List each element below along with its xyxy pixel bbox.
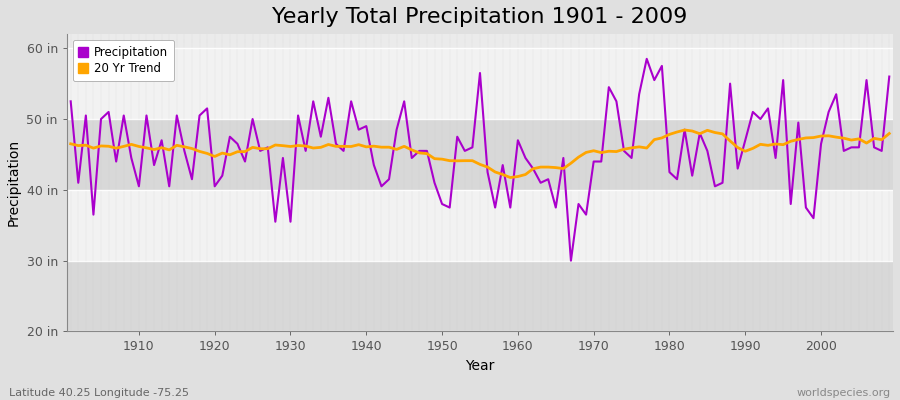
Bar — [67, 48, 893, 119]
Bar — [67, 190, 893, 261]
Bar — [67, 261, 893, 332]
Text: Latitude 40.25 Longitude -75.25: Latitude 40.25 Longitude -75.25 — [9, 388, 189, 398]
Title: Yearly Total Precipitation 1901 - 2009: Yearly Total Precipitation 1901 - 2009 — [273, 7, 688, 27]
X-axis label: Year: Year — [465, 359, 495, 373]
Y-axis label: Precipitation: Precipitation — [7, 139, 21, 226]
Legend: Precipitation, 20 Yr Trend: Precipitation, 20 Yr Trend — [73, 40, 174, 81]
Bar — [67, 119, 893, 190]
Text: worldspecies.org: worldspecies.org — [796, 388, 891, 398]
